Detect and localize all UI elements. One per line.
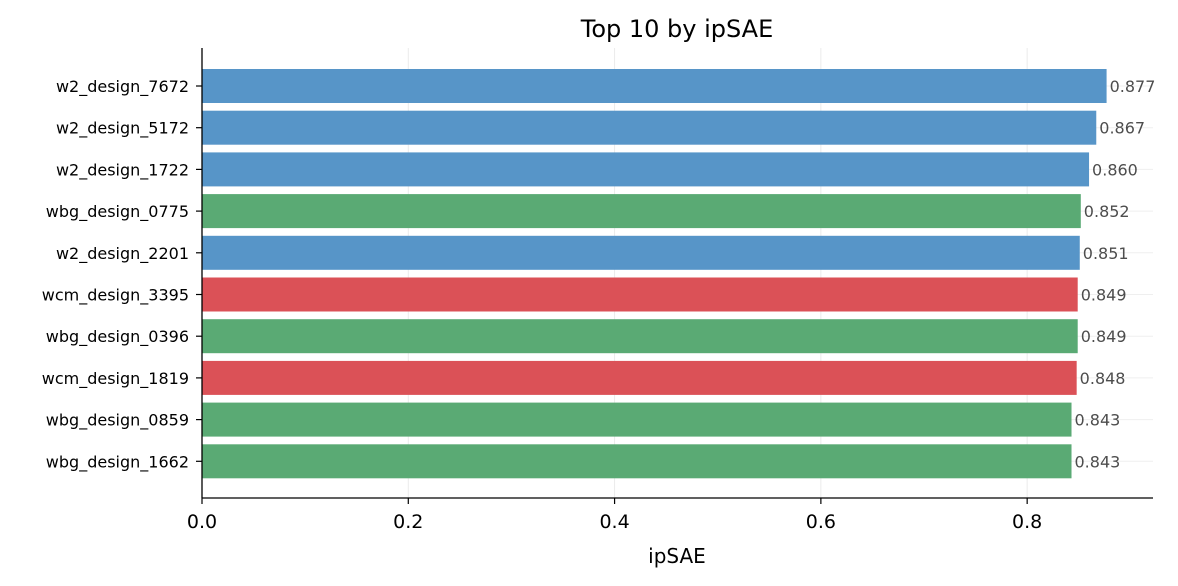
bar-value-label: 0.848	[1080, 369, 1126, 388]
bar-value-label: 0.852	[1084, 202, 1130, 221]
bar	[202, 360, 1077, 395]
y-tick-label: wbg_design_1662	[46, 452, 189, 472]
x-axis-label: ipSAE	[648, 544, 706, 568]
bar-value-label: 0.849	[1081, 286, 1127, 305]
bar-value-label: 0.843	[1075, 452, 1121, 471]
bar-value-label: 0.877	[1110, 77, 1156, 96]
y-tick-label: w2_design_5172	[56, 119, 189, 139]
y-tick-label: w2_design_2201	[56, 244, 189, 264]
bar	[202, 235, 1080, 270]
y-tick-label: wbg_design_0775	[46, 202, 189, 222]
x-tick-label: 0.6	[806, 511, 836, 533]
bar	[202, 319, 1078, 354]
x-tick-label: 0.8	[1012, 511, 1042, 533]
bar	[202, 402, 1072, 437]
y-tick-label: wcm_design_3395	[42, 286, 189, 306]
y-tick-label: wcm_design_1819	[42, 369, 189, 389]
y-tick-label: wbg_design_0396	[46, 327, 189, 347]
bar	[202, 444, 1072, 479]
bar-value-label: 0.851	[1083, 244, 1129, 263]
bar	[202, 110, 1097, 145]
y-tick-label: w2_design_1722	[56, 160, 189, 180]
chart-title: Top 10 by ipSAE	[580, 15, 774, 43]
bar-value-label: 0.849	[1081, 327, 1127, 346]
bar	[202, 277, 1078, 312]
x-tick-label: 0.2	[393, 511, 423, 533]
bar-value-label: 0.860	[1092, 160, 1138, 179]
x-tick-label: 0.4	[599, 511, 629, 533]
bar	[202, 152, 1090, 187]
y-tick-label: w2_design_7672	[56, 77, 189, 97]
bar-value-label: 0.843	[1075, 411, 1121, 430]
y-tick-label: wbg_design_0859	[46, 411, 189, 431]
bar	[202, 69, 1107, 103]
bar	[202, 194, 1081, 229]
bar-value-label: 0.867	[1099, 119, 1145, 138]
x-tick-label: 0.0	[187, 511, 217, 533]
